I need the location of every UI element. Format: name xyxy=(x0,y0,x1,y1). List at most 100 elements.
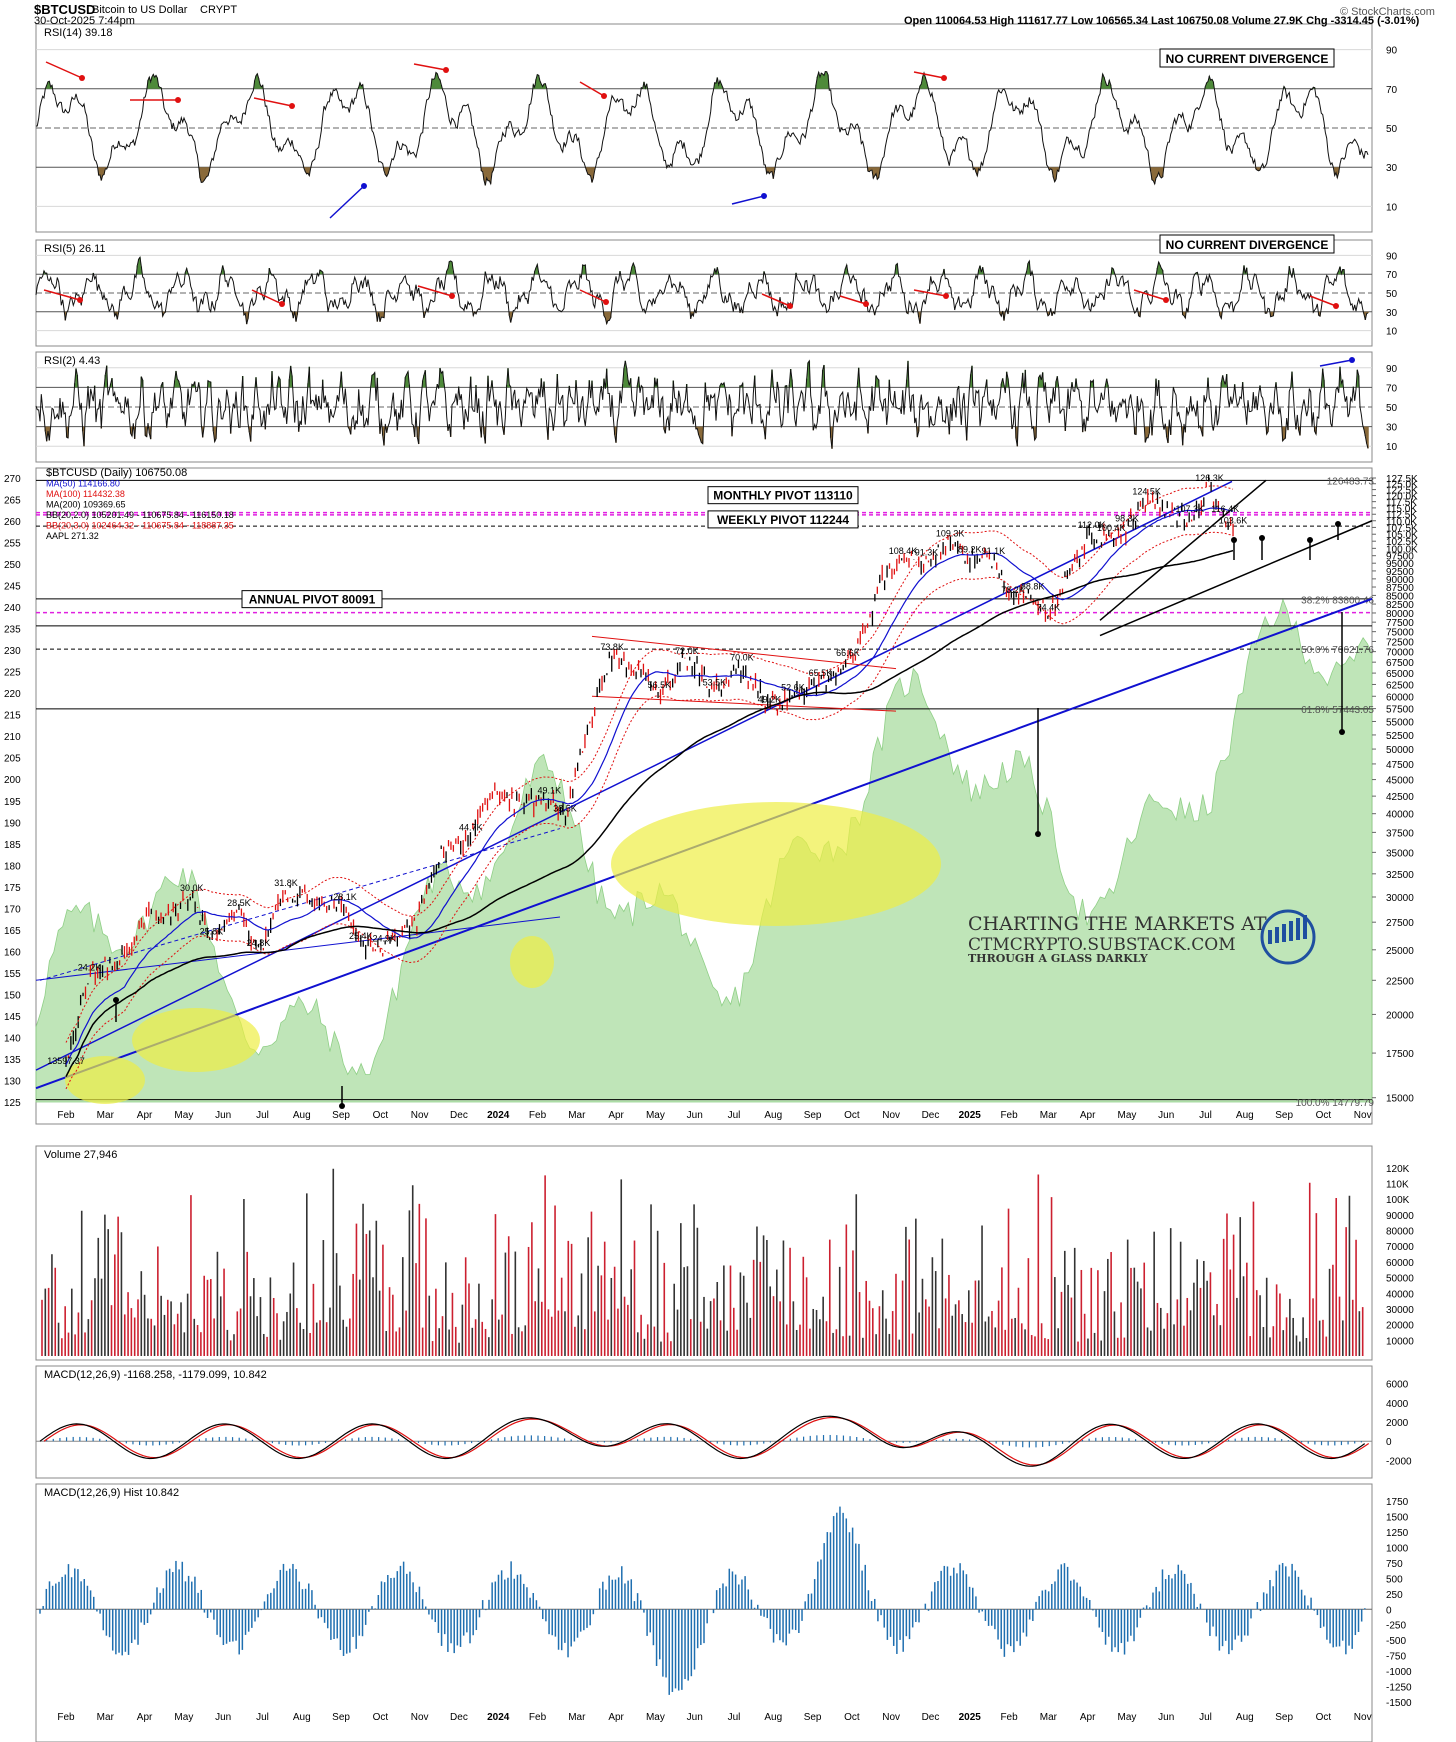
month-label: 2024 xyxy=(487,1110,510,1121)
price-tick-label: 62500 xyxy=(1386,680,1414,691)
month-label: Apr xyxy=(137,1110,153,1121)
aapl-tick-label: 135 xyxy=(4,1055,21,1066)
bottom-month-label: Jun xyxy=(215,1712,231,1723)
aapl-tick-label: 255 xyxy=(4,539,21,550)
price-tick-label: 95000 xyxy=(1386,559,1414,570)
divergence-arrow xyxy=(253,97,293,107)
month-label: Dec xyxy=(450,1110,468,1121)
price-tick-label: 50000 xyxy=(1386,745,1414,756)
volume-tick-label: 80000 xyxy=(1386,1227,1414,1238)
price-point-label: 49.1K xyxy=(538,786,562,796)
aapl-tick-label: 130 xyxy=(4,1076,21,1087)
rsi-tick-label: 30 xyxy=(1386,308,1398,319)
month-label: May xyxy=(1117,1110,1136,1121)
macd-tick-label: 0 xyxy=(1386,1437,1392,1448)
divergence-arrowhead xyxy=(289,103,295,109)
price-tick-label: 70000 xyxy=(1386,648,1414,659)
divergence-arrowhead xyxy=(863,301,869,307)
volume-tick-label: 90000 xyxy=(1386,1211,1414,1222)
hist-tick-label: -1000 xyxy=(1386,1667,1412,1678)
price-tick-label: 45000 xyxy=(1386,776,1414,787)
macd-signal-line xyxy=(43,1416,1370,1466)
trend-line xyxy=(591,695,897,712)
bottom-month-label: Sep xyxy=(1275,1712,1293,1723)
price-point-label: 66.6K xyxy=(836,648,860,658)
divergence-arrowhead xyxy=(449,293,455,299)
hist-tick-label: 0 xyxy=(1386,1605,1392,1616)
month-label: Jul xyxy=(256,1110,269,1121)
rsi-oversold-fill xyxy=(64,311,1369,325)
price-tick-label: 102.5K xyxy=(1386,537,1418,548)
price-point-label: 72.0K xyxy=(675,646,699,656)
price-tick-label: 105.0K xyxy=(1386,530,1418,541)
trend-line xyxy=(35,480,1233,1071)
branding-logo-bar xyxy=(1268,930,1272,944)
bollinger-upper xyxy=(65,485,1234,1043)
price-point-label: 124.5K xyxy=(1132,486,1161,496)
price-point-label: 44.7K xyxy=(459,822,483,832)
bottom-month-label: Oct xyxy=(373,1712,389,1723)
month-label: Sep xyxy=(332,1110,350,1121)
projection-arrowhead xyxy=(1339,729,1345,735)
price-tick-label: 65000 xyxy=(1386,669,1414,680)
divergence-annotation-box xyxy=(1159,48,1335,68)
rsi-tick-label: 90 xyxy=(1386,46,1398,57)
branding-logo-icon xyxy=(1260,909,1316,965)
month-label: Oct xyxy=(1316,1110,1332,1121)
price-point-label: 103.6K xyxy=(1219,515,1248,525)
price-tick-label: 52500 xyxy=(1386,731,1414,742)
aapl-tick-label: 205 xyxy=(4,754,21,765)
fib-label: 38.2% 83800.46 xyxy=(1301,596,1374,607)
month-label: Feb xyxy=(57,1110,75,1121)
volume-tick-label: 30000 xyxy=(1386,1305,1414,1316)
trend-line xyxy=(35,916,561,981)
bottom-month-label: Aug xyxy=(764,1712,782,1723)
divergence-arrow xyxy=(579,289,607,303)
price-tick-label: 57500 xyxy=(1386,705,1414,716)
aapl-tick-label: 270 xyxy=(4,474,21,485)
quote-bar: Open 110064.53 High 111617.77 Low 106565… xyxy=(904,15,1420,27)
hist-tick-label: 1250 xyxy=(1386,1528,1409,1539)
panel-frame-macd xyxy=(35,1365,1373,1479)
price-tick-label: 30000 xyxy=(1386,893,1414,904)
rsi-overbought-fill xyxy=(73,360,1360,388)
price-tick-label: 47500 xyxy=(1386,760,1414,771)
month-label: Mar xyxy=(97,1110,115,1121)
macd-tick-label: 4000 xyxy=(1386,1399,1409,1410)
bottom-month-label: 2025 xyxy=(959,1712,982,1723)
bottom-month-label: May xyxy=(174,1712,193,1723)
bottom-month-label: Mar xyxy=(1040,1712,1058,1723)
price-tick-label: 97500 xyxy=(1386,552,1414,563)
aapl-tick-label: 210 xyxy=(4,732,21,743)
rsi-tick-label: 30 xyxy=(1386,423,1398,434)
divergence-annotation-box xyxy=(1159,234,1335,254)
watermark: © StockCharts.com xyxy=(1340,6,1435,18)
hist-tick-label: -1500 xyxy=(1386,1698,1412,1709)
month-label: Jun xyxy=(215,1110,231,1121)
divergence-arrow xyxy=(731,195,765,205)
aapl-tick-label: 250 xyxy=(4,560,21,571)
rsi-overbought-fill xyxy=(45,71,1316,89)
month-label: Oct xyxy=(373,1110,389,1121)
divergence-arrowhead xyxy=(77,297,83,303)
aapl-tick-label: 230 xyxy=(4,646,21,657)
volume-tick-label: 10000 xyxy=(1386,1336,1414,1347)
hist-tick-label: -1250 xyxy=(1386,1683,1412,1694)
bottom-month-label: Dec xyxy=(450,1712,468,1723)
price-point-label: 28.5K xyxy=(227,898,251,908)
volume-label: Volume 27,946 xyxy=(44,1149,117,1161)
price-point-label: 38.5K xyxy=(553,803,577,813)
month-label: Jun xyxy=(1158,1110,1174,1121)
month-label: Oct xyxy=(844,1110,860,1121)
month-label: Nov xyxy=(411,1110,429,1121)
aapl-tick-label: 190 xyxy=(4,818,21,829)
bottom-month-label: Oct xyxy=(844,1712,860,1723)
divergence-arrowhead xyxy=(761,193,767,199)
divergence-arrow xyxy=(839,295,867,305)
panel-frame-volume xyxy=(35,1145,1373,1361)
aapl-tick-label: 185 xyxy=(4,840,21,851)
macd-tick-label: 2000 xyxy=(1386,1418,1409,1429)
rsi-tick-label: 10 xyxy=(1386,442,1398,453)
price-point-label: 98.3K xyxy=(1115,513,1139,523)
